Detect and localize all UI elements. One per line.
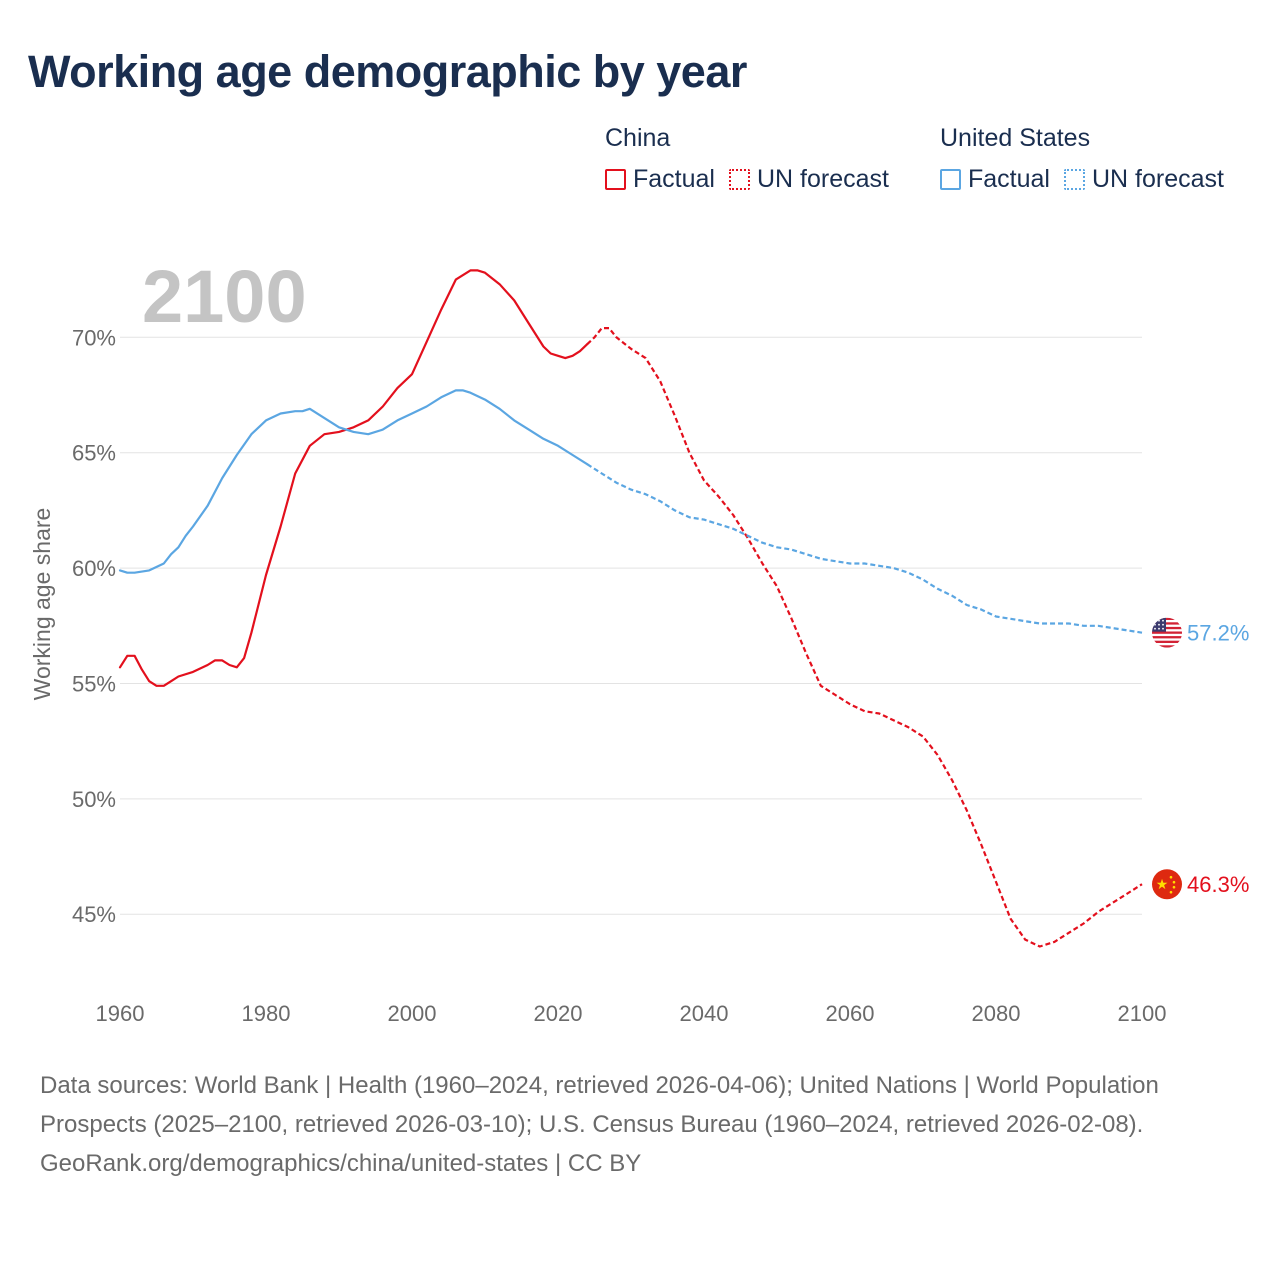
x-tick-label-2040: 2040 (680, 1001, 729, 1026)
us-flag-stripe-1 (1152, 622, 1182, 625)
end-markers: ★ 46.3% 57.2% (1152, 617, 1249, 900)
legend-us-forecast-swatch (1063, 169, 1085, 190)
us-flag-stripe-0 (1152, 617, 1182, 620)
y-tick-label-65: 65% (72, 441, 116, 466)
us-flag-dot-2-2 (1162, 627, 1164, 630)
x-tick-label-2020: 2020 (534, 1001, 583, 1026)
footer: Data sources: World Bank | Health (1960–… (40, 1066, 1240, 1183)
x-tick-label-1980: 1980 (242, 1001, 291, 1026)
legend-us-factual-label: Factual (968, 165, 1050, 193)
legend-china-factual-swatch (605, 169, 626, 190)
y-tick-label-55: 55% (72, 671, 116, 696)
us-flag-dot-0-1 (1158, 619, 1160, 622)
us-flag-stripe-4 (1152, 636, 1182, 639)
y-tick-label-60: 60% (72, 556, 116, 581)
legend-us-forecast[interactable]: UN forecast (1063, 165, 1224, 194)
us-flag-stripe-5 (1152, 640, 1182, 643)
y-axis-label: Working age share (29, 508, 55, 701)
legend-us-factual[interactable]: Factual (940, 165, 1050, 194)
x-tick-label-2100: 2100 (1118, 1001, 1167, 1026)
x-tick-label-1960: 1960 (96, 1001, 145, 1026)
x-tick-label-2000: 2000 (388, 1001, 437, 1026)
us-flag-stripe-6 (1152, 645, 1182, 648)
gridlines (120, 336, 1142, 915)
china-end-label: 46.3% (1187, 872, 1249, 897)
legend-china-title: China (605, 124, 671, 152)
china-flag-star: ★ (1156, 877, 1169, 893)
data-sources: Data sources: World Bank | Health (1960–… (40, 1072, 1159, 1138)
us-flag-stripe-3 (1152, 631, 1182, 634)
y-axis-ticks: 45% 50% 55% 60% 65% 70% (72, 325, 116, 927)
x-axis-ticks: 1960 1980 2000 2020 2040 2060 2080 2100 (96, 1001, 1167, 1026)
year-display: 2100 (142, 255, 307, 338)
china-factual-line (118, 269, 589, 687)
us-flag-dot-2-1 (1158, 627, 1160, 630)
china-flag-small-star-0 (1169, 875, 1173, 879)
legend-china-factual[interactable]: Factual (605, 165, 715, 194)
legend-china-factual-label: Factual (633, 165, 715, 193)
china-flag-icon: ★ (1152, 869, 1182, 900)
us-flag-dot-0-0 (1154, 619, 1156, 622)
china-flag-disc (1152, 869, 1182, 900)
legend-china: China Factual UN forecast (605, 124, 903, 194)
us-flag-icon (1152, 617, 1182, 648)
line-chart: 2100 45% 50% 55% 60% 65% 70% 1960 1980 2000 2020… (29, 255, 1249, 1026)
us-flag-dot-1-2 (1162, 623, 1164, 626)
chart-title: Working age demographic by year (28, 46, 747, 97)
china-flag-small-star-2 (1172, 885, 1176, 889)
y-tick-label-50: 50% (72, 787, 116, 812)
legend-us-forecast-label: UN forecast (1091, 165, 1224, 193)
series-lines (118, 269, 1143, 948)
legend-china-forecast-swatch (728, 169, 750, 190)
credit-link[interactable]: GeoRank.org/demographics/china/united-st… (40, 1150, 642, 1177)
us-flag-dot-1-0 (1154, 623, 1156, 626)
china-forecast-line (586, 327, 1143, 948)
us-flag-dot-0-2 (1162, 619, 1164, 622)
chart-area: 2100 45% 50% 55% 60% 65% 70% 1960 1980 2000 2020… (29, 255, 1249, 1026)
legend-us-title: United States (940, 124, 1091, 152)
x-tick-label-2080: 2080 (972, 1001, 1021, 1026)
legend-us: United States Factual UN forecast (940, 124, 1238, 194)
x-tick-label-2060: 2060 (826, 1001, 875, 1026)
us-flag-dot-1-1 (1158, 623, 1160, 626)
legend-china-forecast-label: UN forecast (756, 165, 889, 193)
us-forecast-line (586, 463, 1143, 634)
china-flag-small-star-3 (1169, 890, 1173, 894)
legend-us-factual-swatch (940, 169, 961, 190)
y-tick-label-45: 45% (72, 902, 116, 927)
legend-china-forecast[interactable]: UN forecast (728, 165, 889, 194)
us-factual-line (118, 389, 589, 574)
us-flag-stripe-2 (1152, 626, 1182, 630)
china-flag-small-star-1 (1172, 880, 1176, 884)
us-flag-body (1152, 617, 1182, 648)
us-end-label: 57.2% (1187, 621, 1249, 646)
y-tick-label-70: 70% (72, 325, 116, 350)
us-flag-dot-2-0 (1154, 627, 1156, 630)
